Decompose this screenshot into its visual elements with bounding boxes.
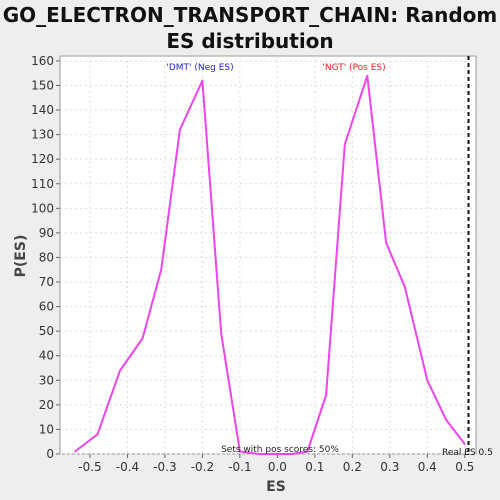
real-es-annotation: Real ES 0.5 — [442, 448, 493, 458]
chart-title-line1: GO_ELECTRON_TRANSPORT_CHAIN: Random — [2, 3, 498, 27]
series-layer — [74, 56, 470, 455]
x-tick-label: 0.2 — [343, 460, 362, 474]
x-tick-label: -0.2 — [191, 460, 214, 474]
data-point — [325, 394, 327, 396]
data-point — [179, 128, 181, 131]
plot-area — [59, 55, 477, 455]
pos-scores-annotation: Sets with pos scores: 50% — [221, 445, 339, 455]
x-tick-label: 0.5 — [455, 460, 474, 474]
data-point — [276, 453, 279, 455]
y-tick-label: 120 — [31, 152, 54, 166]
y-axis-label: P(ES) — [13, 235, 29, 278]
data-point — [74, 450, 76, 453]
y-tick-label: 110 — [31, 177, 54, 191]
data-point — [257, 453, 260, 455]
data-point — [344, 143, 346, 146]
data-point — [426, 379, 429, 382]
y-tick-label: 80 — [39, 250, 54, 264]
x-axis-label: ES — [266, 479, 286, 495]
data-point — [201, 79, 204, 82]
data-point — [445, 418, 447, 421]
y-tick-label: 10 — [39, 422, 54, 436]
x-tick-label: 0.4 — [418, 460, 437, 474]
data-point — [96, 433, 99, 436]
data-point — [403, 286, 406, 288]
x-tick-label: -0.1 — [228, 460, 251, 474]
x-tick-label: -0.3 — [153, 460, 176, 474]
data-point — [385, 241, 387, 244]
x-tick-label: 0.0 — [268, 460, 287, 474]
chart-title: GO_ELECTRON_TRANSPORT_CHAIN: Random ES d… — [0, 2, 500, 54]
y-tick-label: 160 — [31, 54, 54, 68]
data-point — [239, 450, 241, 453]
data-point — [291, 453, 294, 455]
annotations: 'DMT' (Neg ES) 'NGT' (Pos ES) Sets with … — [166, 63, 492, 458]
x-tick-label: 0.3 — [380, 460, 399, 474]
y-tick-label: 100 — [31, 201, 54, 215]
data-point — [306, 450, 309, 453]
data-point — [220, 332, 222, 335]
y-tick-label: 90 — [39, 226, 54, 240]
y-tick-label: 30 — [39, 373, 54, 387]
y-tick-label: 150 — [31, 78, 54, 92]
y-tick-label: 20 — [39, 398, 54, 412]
x-tick-label: -0.5 — [78, 460, 101, 474]
data-point — [366, 74, 369, 77]
x-tick-label: 0.1 — [305, 460, 324, 474]
neg-es-annotation: 'DMT' (Neg ES) — [166, 63, 233, 73]
chart-title-line2: ES distribution — [166, 29, 334, 53]
data-point — [160, 268, 162, 271]
axis-ticks: 0 10 20 30 40 50 60 70 80 90 100 110 120 130 140 150 160… — [31, 54, 474, 474]
y-tick-label: 50 — [39, 324, 54, 338]
y-tick-label: 140 — [31, 103, 54, 117]
pos-es-annotation: 'NGT' (Pos ES) — [322, 63, 385, 73]
x-tick-label: -0.4 — [116, 460, 139, 474]
y-tick-label: 130 — [31, 128, 54, 142]
y-tick-label: 40 — [39, 349, 54, 363]
data-point — [141, 337, 144, 340]
y-tick-label: 60 — [39, 300, 54, 314]
y-tick-label: 0 — [46, 447, 54, 461]
y-tick-label: 70 — [39, 275, 54, 289]
data-point — [463, 443, 466, 445]
data-point — [119, 369, 121, 372]
